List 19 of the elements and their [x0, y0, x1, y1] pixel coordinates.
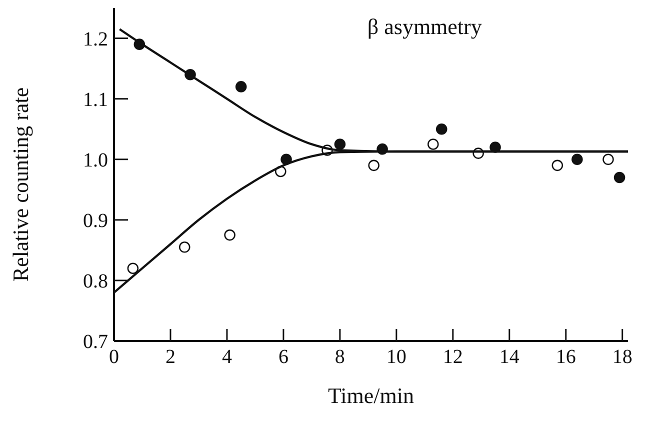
x-tick-label: 16 [556, 346, 576, 368]
y-axis-title: Relative counting rate [8, 87, 33, 282]
x-axis-title: Time/min [328, 383, 414, 408]
x-tick-label: 12 [442, 346, 463, 368]
x-tick-label: 18 [612, 346, 632, 368]
x-tick-label: 6 [278, 346, 288, 368]
x-tick-label: 8 [334, 346, 345, 368]
chart-title: β asymmetry [367, 14, 482, 39]
y-tick-label: 0.9 [83, 210, 108, 232]
y-tick-label: 0.8 [83, 270, 108, 292]
x-tick-label: 4 [222, 346, 232, 368]
y-tick-label: 0.7 [83, 331, 108, 353]
x-tick-label: 0 [109, 346, 119, 368]
y-tick-label: 1.2 [83, 28, 108, 50]
y-tick-label: 1.1 [83, 88, 108, 111]
x-tick-label: 14 [499, 346, 520, 368]
x-tick-label: 2 [165, 346, 176, 368]
x-tick-label: 10 [386, 346, 406, 368]
y-tick-label: 1.0 [83, 149, 108, 172]
